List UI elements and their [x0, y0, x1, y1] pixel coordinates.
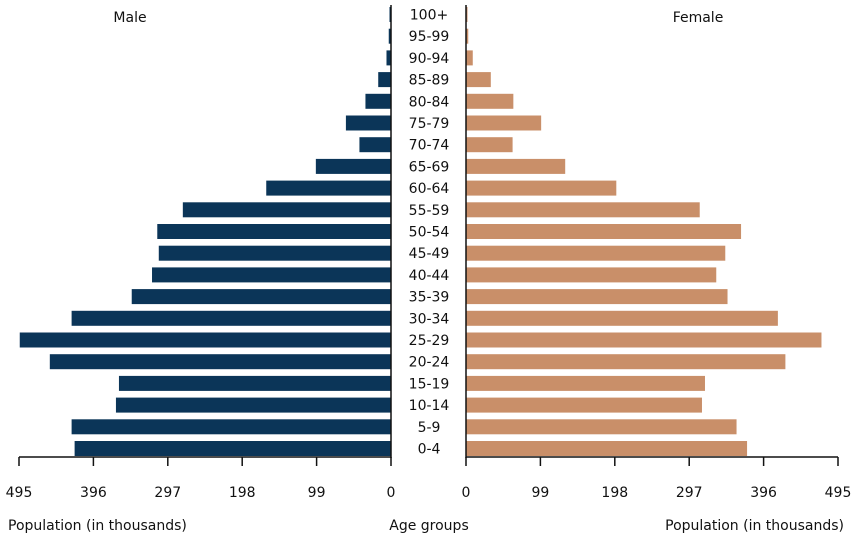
female-tick-label: 396 — [750, 485, 777, 501]
female-bar — [466, 375, 705, 391]
legend-female: Female — [673, 10, 724, 26]
male-bar — [315, 158, 391, 174]
age-group-label: 40-44 — [409, 268, 450, 284]
male-bar — [389, 7, 391, 22]
female-bars — [466, 7, 822, 456]
age-group-label: 80-84 — [409, 94, 450, 110]
female-tick-label: 297 — [676, 485, 703, 501]
female-bar — [466, 202, 700, 218]
male-bar — [152, 267, 391, 283]
age-group-label: 5-9 — [418, 420, 441, 436]
female-tick-label: 0 — [462, 485, 471, 501]
age-group-label: 30-34 — [409, 311, 450, 327]
male-bar — [71, 310, 391, 326]
male-bar — [158, 245, 391, 261]
x-axis-label-left: Population (in thousands) — [8, 518, 187, 534]
female-bar — [466, 93, 514, 109]
age-group-label: 85-89 — [409, 73, 450, 89]
x-axis-label-right: Population (in thousands) — [665, 518, 844, 534]
legend-male: Male — [113, 10, 146, 26]
age-group-label: 95-99 — [409, 29, 450, 45]
male-bar — [118, 375, 392, 391]
female-bar — [466, 115, 542, 131]
age-group-label: 70-74 — [409, 138, 450, 154]
female-tick-label: 99 — [531, 485, 549, 501]
age-group-label: 0-4 — [418, 442, 441, 458]
age-group-label: 100+ — [410, 8, 448, 24]
female-bar — [466, 289, 728, 305]
male-bar — [365, 93, 391, 109]
male-bar — [359, 137, 391, 153]
female-tick-label: 495 — [825, 485, 852, 501]
male-tick-label: 198 — [229, 485, 256, 501]
male-tick-label: 495 — [6, 485, 33, 501]
age-group-label: 55-59 — [409, 203, 450, 219]
male-bar — [386, 50, 391, 66]
male-tick-label: 297 — [154, 485, 181, 501]
age-group-label: 60-64 — [409, 181, 450, 197]
male-bars — [19, 7, 392, 456]
female-bar — [466, 441, 748, 456]
female-bar — [466, 50, 473, 66]
age-group-label: 75-79 — [409, 116, 450, 132]
male-bar — [266, 180, 391, 196]
age-group-label: 65-69 — [409, 159, 450, 175]
female-bar — [466, 419, 737, 435]
age-group-label: 10-14 — [409, 398, 450, 414]
x-axis-label-center: Age groups — [389, 518, 468, 534]
male-tick-label: 99 — [308, 485, 326, 501]
female-tick-label: 198 — [601, 485, 628, 501]
age-group-label: 45-49 — [409, 246, 450, 262]
male-bar — [115, 397, 391, 413]
age-group-label: 15-19 — [409, 376, 450, 392]
female-bar — [466, 397, 702, 413]
male-bar — [345, 115, 391, 131]
female-bar — [466, 7, 468, 22]
age-group-label: 25-29 — [409, 333, 450, 349]
male-x-ticks: 0 99 198 297 396 495 — [6, 457, 396, 501]
female-bar — [466, 245, 726, 261]
female-bar — [466, 224, 742, 239]
male-bar — [378, 72, 391, 88]
male-bar — [157, 224, 391, 239]
age-group-labels: 100+ 95-99 90-94 85-89 80-84 75-79 70-74 65-69 6… — [409, 8, 450, 458]
female-bar — [466, 354, 786, 370]
male-bar — [388, 28, 391, 44]
age-group-label: 90-94 — [409, 51, 450, 67]
age-group-label: 35-39 — [409, 290, 450, 306]
female-bar — [466, 158, 566, 174]
age-group-label: 50-54 — [409, 225, 450, 241]
male-bar — [49, 354, 391, 370]
female-bar — [466, 180, 617, 196]
female-x-ticks: 0 99 198 297 396 495 — [462, 457, 852, 501]
male-tick-label: 0 — [387, 485, 396, 501]
male-bar — [71, 419, 391, 435]
female-bar — [466, 267, 717, 283]
male-bar — [19, 332, 391, 348]
female-bar — [466, 137, 513, 153]
female-bar — [466, 332, 822, 348]
female-bar — [466, 310, 778, 326]
female-bar — [466, 72, 491, 88]
male-bar — [182, 202, 391, 218]
male-bar — [74, 441, 391, 456]
age-group-label: 20-24 — [409, 355, 450, 371]
female-bar — [466, 28, 469, 44]
male-tick-label: 396 — [80, 485, 107, 501]
male-bar — [131, 289, 391, 305]
